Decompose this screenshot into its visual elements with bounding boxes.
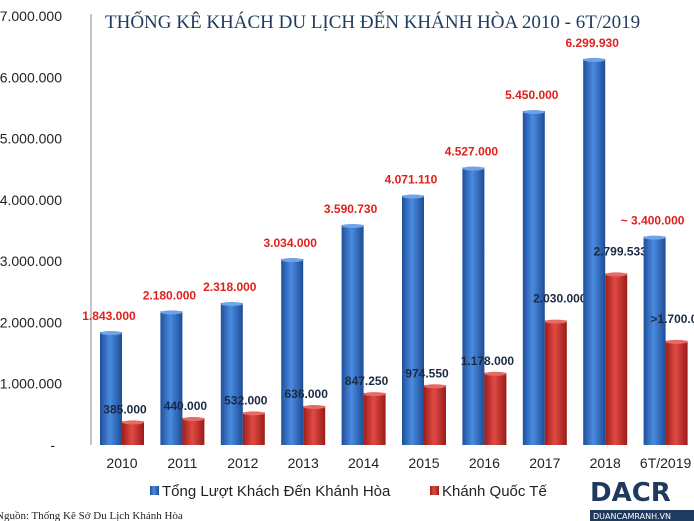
bar-international [303,406,326,445]
x-tick-label: 2016 [469,455,500,471]
data-label-total: 2.318.000 [203,280,257,294]
data-label-international: 532.000 [224,393,268,407]
bar-top-highlight [462,166,485,171]
bar-international [424,385,446,445]
x-tick-label: 2011 [167,455,197,471]
y-tick-label: 3.000.000 [0,253,62,269]
legend-swatch-international [430,486,439,495]
bar-top-highlight [544,319,567,324]
bar-total [281,259,304,445]
bar-total [643,236,666,445]
data-label-total: ~ 3.400.000 [621,214,685,228]
x-tick-label: 2013 [288,455,319,471]
bar-international [484,372,507,445]
y-tick-label: 7.000.000 [0,8,62,24]
data-label-international: 1.178.000 [461,354,515,368]
logo-mark: DACR [590,478,671,508]
source-note: Nguồn: Thống Kê Sở Du Lịch Khánh Hòa [0,510,183,521]
bar-international [605,273,628,445]
y-tick-label: 6.000.000 [0,69,62,85]
bar-top-highlight [522,109,545,114]
bar-top-highlight [220,301,243,306]
bar-international [122,421,144,445]
y-tick-label: 4.000.000 [0,192,62,208]
logo: DACR DUANCAMRANH.VN [590,478,694,521]
x-tick-label: 2014 [348,455,379,471]
bar-top-highlight [643,235,666,240]
bar-top-highlight [402,194,424,199]
data-label-international: 636.000 [285,387,329,401]
data-label-total: 4.527.000 [445,145,499,159]
x-tick-label: 2010 [106,455,137,471]
bar-total [402,195,424,445]
bar-top-highlight [242,411,265,416]
data-label-total: 1.843.000 [82,309,136,323]
data-label-international: 974.550 [405,366,449,380]
y-tick-label: 1.000.000 [0,376,62,392]
bar-top-highlight [665,339,688,344]
y-tick-label: 2.000.000 [0,314,62,330]
bar-total [522,110,545,445]
legend-label-international: Khánh Quốc Tế [442,483,547,500]
data-label-total: 3.590.730 [324,202,378,216]
bar-international [665,340,688,445]
bar-top-highlight [605,272,628,277]
bar-top-highlight [341,223,364,228]
bar-top-highlight [160,310,183,315]
data-label-international: 2.030.000 [533,292,587,306]
bar-international [242,412,265,445]
data-label-international: 2.799.533 [594,244,648,258]
data-label-total: 3.034.000 [264,236,318,250]
bar-top-highlight [583,57,606,62]
data-label-total: 4.071.110 [385,172,438,186]
bar-total [583,58,606,445]
bar-total [100,332,122,445]
bar-top-highlight [122,420,144,425]
x-tick-label: 6T/2019 [640,455,692,471]
data-label-international: >1.700.000 [650,312,694,326]
bar-top-highlight [424,384,446,389]
y-tick-label: 5.000.000 [0,131,62,147]
data-label-international: 440.000 [164,399,208,413]
chart-title: THỐNG KÊ KHÁCH DU LỊCH ĐẾN KHÁNH HÒA 201… [105,11,640,33]
x-tick-label: 2017 [529,455,560,471]
bar-international [182,418,205,445]
bar-total [462,167,485,445]
data-label-total: 5.450.000 [505,88,559,102]
x-tick-label: 2015 [408,455,439,471]
data-label-international: 847.250 [345,374,389,388]
bar-top-highlight [182,417,205,422]
bar-top-highlight [363,392,386,397]
data-label-international: 385.000 [103,402,147,416]
bar-top-highlight [484,371,507,376]
logo-subtext: DUANCAMRANH.VN [593,512,671,521]
x-tick-label: 2012 [227,455,258,471]
data-label-total: 6.299.930 [566,36,620,50]
bar-total [160,311,183,445]
bar-international [363,393,386,445]
bar-top-highlight [100,331,122,336]
x-tick-label: 2018 [590,455,621,471]
data-label-total: 2.180.000 [143,288,197,302]
legend-label-total: Tổng Lượt Khách Đến Khánh Hòa [162,483,391,500]
bar-total [220,302,243,445]
bar-top-highlight [281,258,304,263]
legend-swatch-total [150,486,159,495]
y-tick-label: - [50,437,55,453]
bar-international [544,320,567,445]
logo-band [590,510,694,521]
bar-top-highlight [303,405,326,410]
bar-total [341,224,364,445]
